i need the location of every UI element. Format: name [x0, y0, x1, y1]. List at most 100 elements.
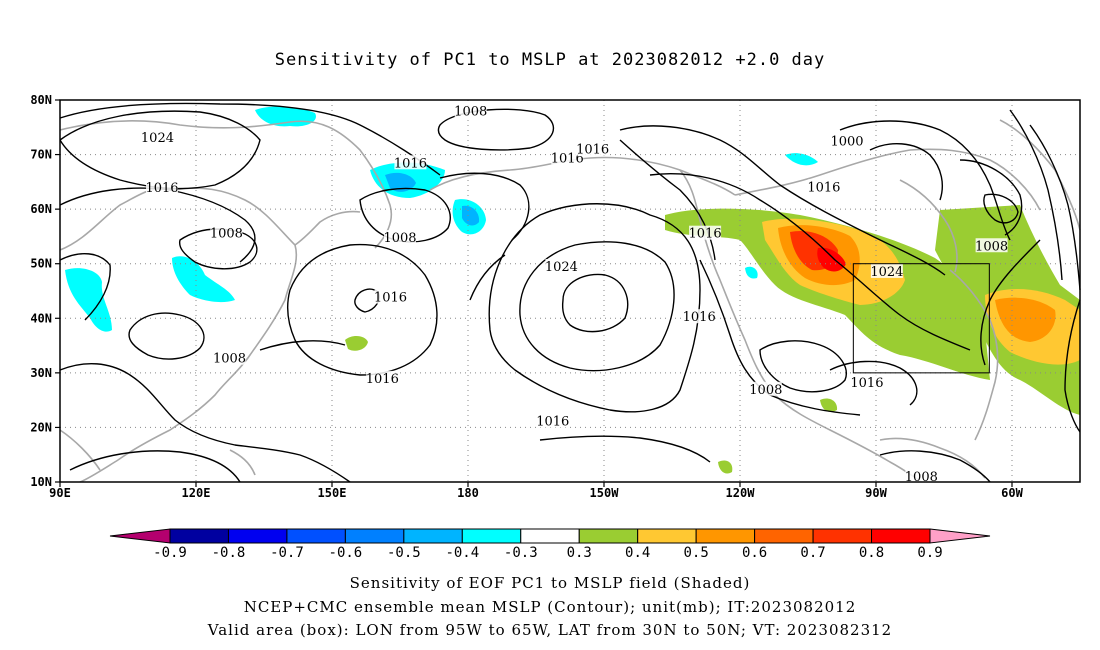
- colorbar-segment: [812, 528, 873, 544]
- mslp-contour: [1029, 124, 1081, 291]
- mslp-contour: [829, 360, 918, 406]
- contour-label: 1016: [576, 143, 609, 158]
- contour-label-bg: [870, 263, 903, 278]
- lon-label: 150W: [590, 486, 620, 500]
- mslp-contour: [59, 110, 261, 190]
- lon-label: 150E: [318, 486, 347, 500]
- mslp-contour: [980, 239, 1041, 366]
- contour-label-bg: [551, 150, 584, 165]
- lat-label: 60N: [30, 202, 52, 216]
- sensitivity-area: [817, 247, 846, 272]
- lat-label: 50N: [30, 257, 52, 271]
- contour-label: 1000: [830, 134, 863, 149]
- colorbar-max-arrow: [929, 528, 991, 544]
- coastline: [229, 449, 256, 476]
- lat-label: 80N: [30, 93, 52, 107]
- colorbar-segment: [871, 528, 931, 544]
- mslp-contour: [259, 340, 346, 351]
- mslp-contour: [359, 187, 451, 243]
- contour-label: 1016: [551, 151, 584, 166]
- colorbar-segment: [461, 528, 522, 544]
- lon-label: 120W: [726, 486, 756, 500]
- lat-label: 70N: [30, 148, 52, 162]
- lon-label: 60W: [1001, 486, 1023, 500]
- mslp-contour: [561, 273, 629, 333]
- coastline: [949, 269, 999, 441]
- coastline: [294, 210, 361, 246]
- contour-label: 1016: [366, 372, 399, 387]
- mslp-contour: [619, 125, 946, 276]
- contour-label: 1016: [536, 414, 569, 429]
- mslp-contour: [879, 450, 991, 483]
- contour-label-bg: [545, 258, 578, 273]
- contour-label: 1016: [683, 310, 716, 325]
- contour-label-bg: [576, 141, 609, 156]
- sensitivity-area: [995, 297, 1056, 342]
- contour-label-bg: [374, 289, 407, 304]
- contour-label: 1008: [383, 231, 416, 246]
- colorbar-tick-label: 0.9: [917, 545, 942, 561]
- contour-label-bg: [394, 155, 427, 170]
- colorbar-tick-label: 0.8: [859, 545, 884, 561]
- mslp-contour: [469, 254, 506, 301]
- colorbar-segment: [754, 528, 814, 544]
- contour-label-bg: [749, 381, 782, 396]
- coastline: [59, 429, 101, 471]
- sensitivity-area: [172, 256, 235, 303]
- contour-label-bg: [807, 179, 840, 194]
- contour-label: 1024: [545, 260, 578, 275]
- contour-label-bg: [689, 225, 722, 240]
- valid-area-box: [852, 263, 990, 374]
- contour-label-bg: [830, 133, 863, 148]
- figure-title: Sensitivity of PC1 to MSLP at 2023082012…: [274, 50, 826, 70]
- mslp-contour: [59, 102, 441, 176]
- colorbar-segment: [578, 528, 639, 544]
- coastline: [59, 187, 298, 483]
- mslp-contour: [439, 172, 530, 241]
- colorbar-segment: [286, 528, 346, 544]
- mslp-contour: [354, 288, 380, 313]
- lon-label: 120E: [182, 486, 211, 500]
- mslp-contour: [869, 142, 943, 201]
- sensitivity-area: [462, 205, 480, 226]
- mslp-contour: [1009, 109, 1063, 281]
- mslp-contour: [488, 203, 701, 413]
- caption-line-3: Valid area (box): LON from 95W to 65W, L…: [207, 621, 893, 639]
- contour-label: 1016: [374, 291, 407, 306]
- sensitivity-area: [345, 336, 368, 351]
- mslp-contour: [699, 259, 861, 416]
- contour-label: 1016: [807, 180, 840, 195]
- mslp-contour: [539, 435, 711, 463]
- coastline: [59, 120, 393, 249]
- mslp-contour: [437, 108, 555, 151]
- contour-label: 1016: [689, 227, 722, 242]
- lat-label: 40N: [30, 311, 52, 325]
- mslp-contour: [69, 450, 241, 483]
- caption-line-1: Sensitivity of EOF PC1 to MSLP field (Sh…: [349, 574, 751, 592]
- contour-label: 1008: [210, 227, 243, 242]
- colorbar-segment: [695, 528, 756, 544]
- sensitivity-shading: [65, 106, 1080, 474]
- map-frame: [59, 99, 1081, 483]
- contour-label-bg: [210, 225, 243, 240]
- colorbar-tick-label: 0.3: [567, 545, 592, 561]
- caption-line-2: NCEP+CMC ensemble mean MSLP (Contour); u…: [243, 598, 857, 616]
- colorbar-segment: [169, 528, 229, 544]
- sensitivity-area: [385, 172, 416, 192]
- mslp-contour: [619, 139, 716, 261]
- contour-label: 1008: [213, 352, 246, 367]
- mslp-contour: [759, 340, 847, 393]
- sensitivity-area: [745, 266, 758, 279]
- coastline: [879, 437, 986, 479]
- contour-label: 1024: [870, 265, 903, 280]
- colorbar-tick-label: 0.4: [625, 545, 650, 561]
- colorbar-segment: [637, 528, 697, 544]
- sensitivity-area: [65, 268, 112, 332]
- mslp-contour: [959, 159, 1023, 236]
- sensitivity-area: [718, 460, 733, 474]
- contour-label-bg: [213, 350, 246, 365]
- contour-label: 1024: [141, 131, 174, 146]
- contour-label-bg: [683, 309, 716, 324]
